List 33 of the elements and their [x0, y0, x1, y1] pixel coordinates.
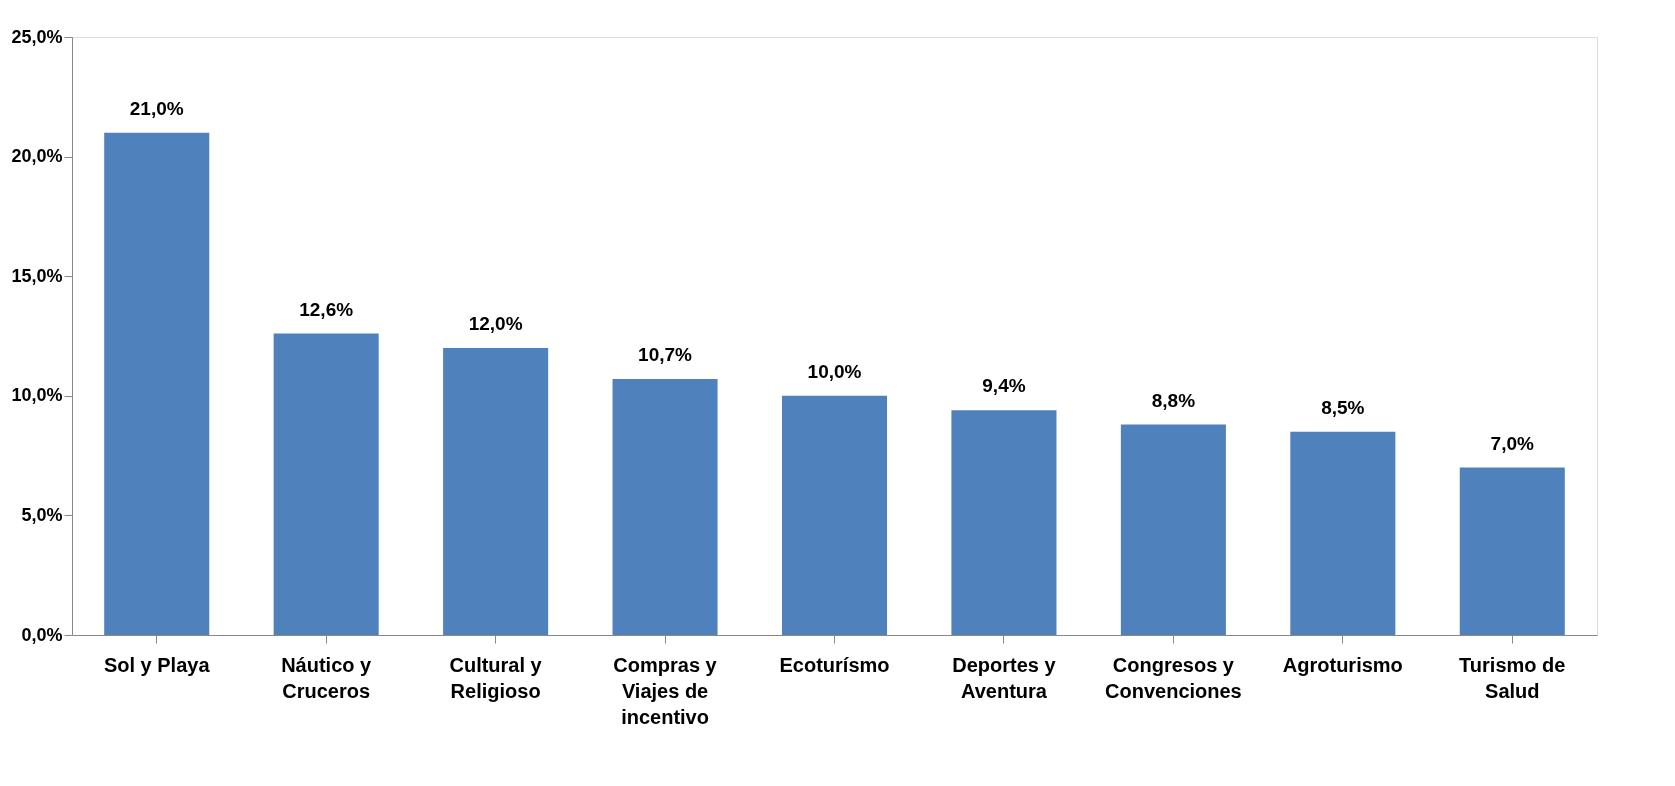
- data-label: 12,6%: [299, 298, 354, 320]
- data-label: 12,0%: [468, 312, 523, 334]
- bar: [1459, 467, 1565, 635]
- bar: [443, 347, 549, 635]
- bar: [612, 379, 718, 635]
- y-tick-label: 15,0%: [11, 265, 63, 286]
- y-tick-label: 10,0%: [11, 385, 63, 406]
- x-tick-label: Deportes y Aventura: [952, 653, 1057, 702]
- x-tick-label: Ecoturísmo: [779, 653, 890, 676]
- data-label: 7,0%: [1490, 432, 1535, 454]
- data-label: 10,0%: [807, 360, 862, 382]
- data-label: 8,5%: [1321, 396, 1365, 418]
- bar: [951, 410, 1057, 635]
- x-tick-label: Náutico y Cruceros: [281, 653, 373, 702]
- bar: [1120, 424, 1226, 635]
- data-label: 21,0%: [129, 97, 184, 119]
- bar: [1290, 431, 1396, 635]
- y-tick-label: 20,0%: [11, 146, 63, 167]
- y-tick-label: 25,0%: [11, 26, 63, 47]
- data-label: 8,8%: [1151, 389, 1196, 411]
- x-tick-label: Agroturismo: [1282, 653, 1403, 676]
- bar: [781, 395, 888, 635]
- x-tick-label: Congresos y Convenciones: [1105, 653, 1242, 702]
- x-tick-label: Cultural y Religioso: [449, 653, 543, 702]
- bar: [273, 333, 379, 635]
- x-tick-label: Compras y Viajes de incentivo: [613, 653, 718, 728]
- y-tick-label: 0,0%: [21, 624, 63, 645]
- data-label: 9,4%: [982, 375, 1026, 397]
- y-tick-label: 5,0%: [21, 504, 63, 525]
- x-tick-label: Sol y Playa: [103, 653, 211, 676]
- x-tick-label: Turismo de Salud: [1459, 653, 1566, 702]
- data-label: 10,7%: [638, 344, 693, 366]
- bar: [104, 132, 210, 635]
